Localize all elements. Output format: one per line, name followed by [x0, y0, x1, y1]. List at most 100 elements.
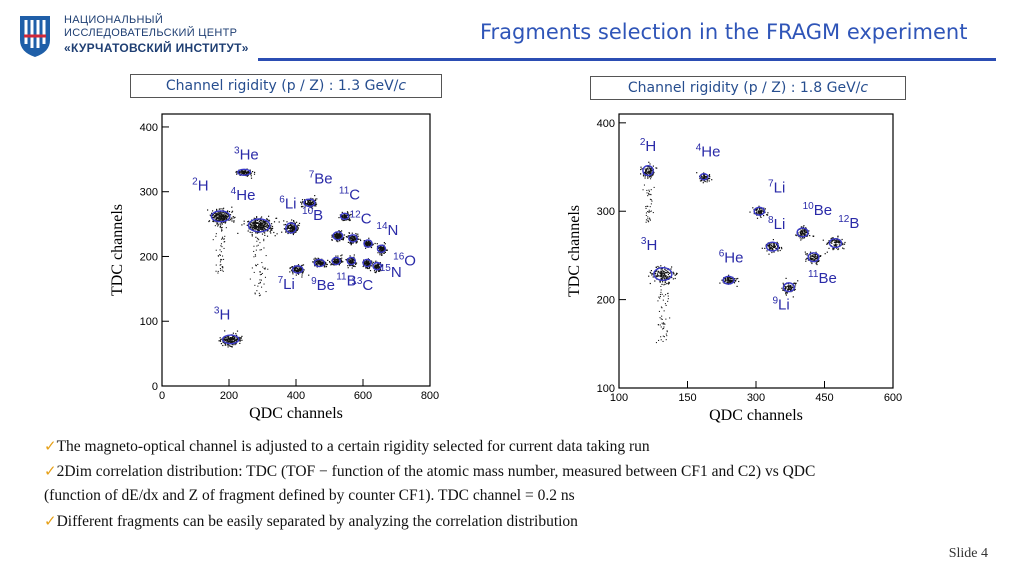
- data-point: [319, 264, 322, 266]
- data-point: [355, 263, 357, 265]
- data-point: [266, 218, 268, 220]
- data-point: [663, 284, 665, 286]
- data-point: [364, 263, 366, 265]
- data-point: [296, 270, 298, 272]
- isotope-element: B: [313, 207, 323, 224]
- data-point: [826, 243, 828, 245]
- data-point: [293, 226, 295, 228]
- data-point: [659, 275, 661, 278]
- data-point: [666, 331, 668, 333]
- data-point: [274, 235, 276, 237]
- y-tick-label: 400: [597, 118, 615, 130]
- isotope-label: 10B: [302, 206, 323, 224]
- data-point: [785, 291, 787, 293]
- isotope-label: 16O: [393, 252, 416, 270]
- data-point: [264, 268, 266, 270]
- data-point: [805, 230, 807, 232]
- data-point: [208, 220, 210, 223]
- data-point: [348, 258, 350, 260]
- data-point: [372, 244, 374, 246]
- data-point: [220, 259, 222, 261]
- check-icon: ✓: [44, 437, 57, 455]
- data-point: [381, 249, 383, 251]
- data-point: [648, 170, 650, 172]
- data-point: [365, 267, 367, 269]
- data-point: [317, 263, 319, 265]
- data-point: [224, 218, 226, 221]
- data-point: [661, 318, 663, 320]
- data-point: [703, 175, 705, 177]
- data-point: [835, 245, 837, 247]
- data-point: [788, 287, 790, 289]
- cluster-ellipse: [362, 258, 372, 268]
- data-point: [269, 228, 271, 230]
- data-point: [298, 268, 300, 270]
- data-point: [224, 343, 226, 345]
- data-point: [288, 225, 290, 227]
- data-point: [646, 189, 648, 191]
- data-point: [219, 254, 221, 256]
- data-point: [271, 223, 273, 225]
- data-point: [383, 247, 385, 249]
- data-point: [336, 236, 339, 238]
- data-point: [223, 215, 226, 217]
- data-point: [235, 333, 237, 335]
- data-point: [286, 221, 288, 223]
- data-point: [378, 269, 380, 271]
- data-point: [664, 283, 666, 285]
- data-point: [657, 300, 659, 302]
- data-point: [708, 180, 710, 182]
- data-point: [220, 243, 222, 245]
- data-point: [283, 220, 285, 222]
- isotope-mass: 2: [640, 137, 646, 148]
- data-point: [258, 226, 260, 228]
- data-point: [238, 336, 240, 338]
- data-point: [252, 171, 254, 173]
- data-point: [785, 288, 787, 290]
- data-point: [801, 238, 803, 240]
- data-point: [337, 255, 339, 257]
- data-point: [699, 180, 702, 182]
- data-point: [329, 261, 331, 264]
- data-point: [335, 240, 338, 242]
- isotope-element: He: [240, 146, 259, 163]
- data-point: [217, 213, 219, 216]
- data-point: [348, 219, 350, 221]
- data-point: [759, 213, 761, 215]
- data-point: [786, 292, 788, 294]
- data-point: [220, 213, 222, 216]
- data-point: [674, 277, 676, 280]
- data-point: [802, 230, 804, 232]
- data-point: [659, 272, 661, 274]
- data-point: [367, 245, 369, 247]
- data-point: [650, 199, 652, 201]
- data-point: [663, 326, 665, 328]
- data-point: [219, 217, 221, 219]
- data-point: [367, 263, 369, 265]
- data-point: [231, 339, 233, 341]
- data-point: [661, 293, 663, 295]
- data-point: [303, 269, 305, 271]
- data-point: [215, 233, 217, 235]
- data-point: [351, 258, 353, 260]
- data-point: [301, 276, 303, 278]
- data-point: [339, 235, 341, 237]
- data-point: [383, 248, 386, 250]
- data-point: [374, 265, 376, 267]
- data-point: [219, 212, 221, 214]
- data-point: [782, 282, 784, 284]
- y-tick-label: 200: [140, 251, 158, 263]
- data-point: [265, 222, 267, 224]
- data-point: [255, 219, 257, 221]
- data-point: [345, 216, 347, 218]
- data-point: [764, 208, 766, 210]
- data-point: [665, 277, 667, 279]
- data-point: [263, 222, 265, 224]
- data-point: [369, 241, 371, 243]
- data-point: [321, 263, 323, 265]
- data-point: [267, 224, 269, 226]
- data-point: [270, 232, 272, 234]
- data-point: [767, 245, 770, 247]
- data-point: [253, 256, 255, 258]
- isotope-mass: 4: [696, 142, 702, 153]
